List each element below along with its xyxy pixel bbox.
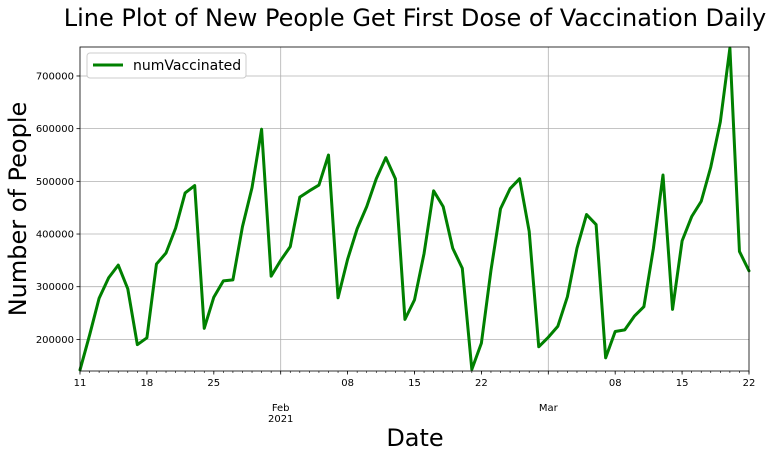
x-minor-tick-label: 11 <box>74 378 87 389</box>
x-minor-tick-label: 25 <box>207 378 220 389</box>
plot-frame <box>79 46 750 372</box>
x-minor-tick-label: 22 <box>475 378 488 389</box>
series-line-numVaccinated <box>78 46 751 372</box>
x-minor-tick-label: 18 <box>141 378 154 389</box>
x-minor-tick-label: 15 <box>408 378 421 389</box>
y-tick-label: 500000 <box>36 177 74 188</box>
legend-box <box>86 52 247 79</box>
legend: numVaccinated <box>86 52 247 79</box>
y-tick-label: 200000 <box>36 335 74 346</box>
x-major-tick-label: Mar <box>539 403 559 414</box>
x-minor-tick-label: 08 <box>341 378 354 389</box>
x-minor-tick-label: 08 <box>609 378 622 389</box>
y-tick-label: 700000 <box>36 71 74 82</box>
x-minor-tick-label: 15 <box>676 378 689 389</box>
chart-title: Line Plot of New People Get First Dose o… <box>64 4 767 32</box>
x-minor-tick-label: 22 <box>743 378 756 389</box>
x-major-tick-label: Feb <box>272 403 290 414</box>
x-axis-label: Date <box>386 424 443 452</box>
y-tick-label: 400000 <box>36 230 74 241</box>
series-group <box>78 46 751 372</box>
legend-label: numVaccinated <box>133 58 241 74</box>
y-axis: 200000 300000 400000 500000 600000 700000 <box>36 71 80 346</box>
y-tick-label: 300000 <box>36 282 74 293</box>
y-tick-label: 600000 <box>36 124 74 135</box>
x-year-label: 2021 <box>268 414 293 425</box>
y-axis-label: Number of People <box>4 102 32 317</box>
